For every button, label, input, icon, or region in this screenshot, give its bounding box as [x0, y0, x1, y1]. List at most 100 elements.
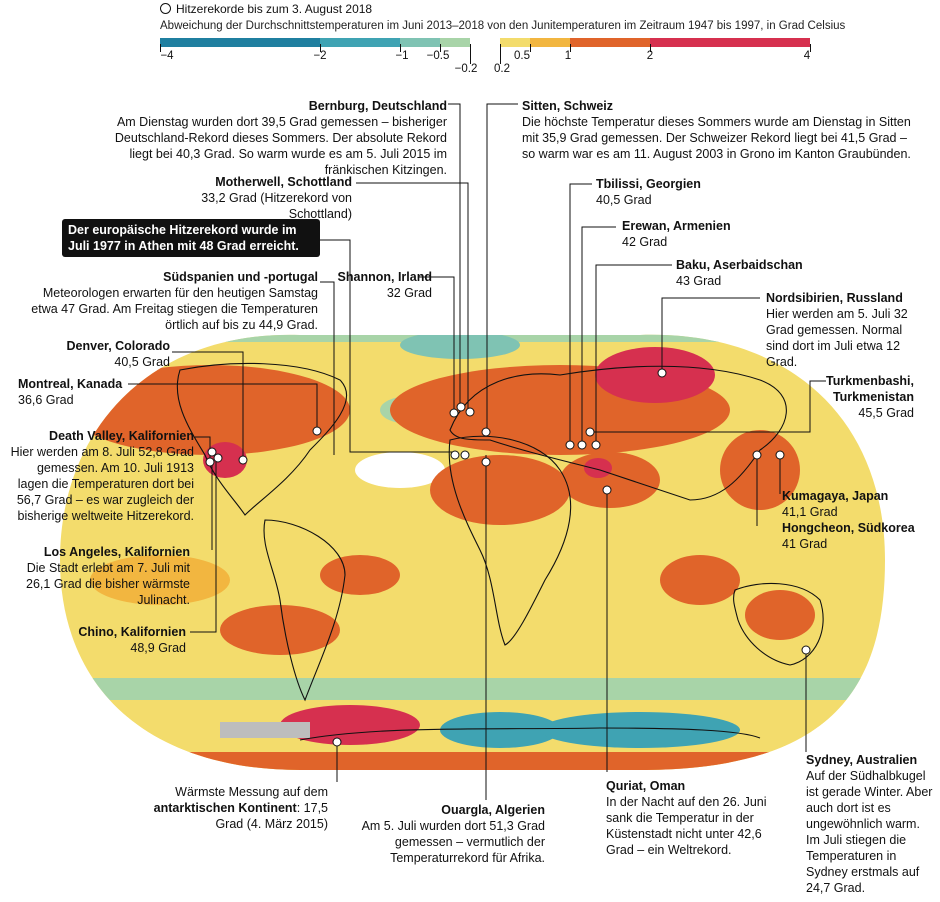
label-deathvalley: Death Valley, Kalifornien Hier werden am…: [10, 429, 194, 523]
marker-ouargla[interactable]: [481, 457, 491, 467]
scale-tick: [570, 44, 571, 52]
south-atlantic-warm: [320, 555, 400, 595]
marker-baku[interactable]: [591, 440, 601, 450]
leader-nordsibirien: [661, 297, 760, 373]
scale-tick-label: 2: [646, 50, 654, 62]
antarctic-cool-1: [440, 712, 560, 748]
marker-suedspanien[interactable]: [450, 450, 460, 460]
scale-tick: [320, 44, 321, 52]
leader-baku: [595, 264, 672, 445]
scale-segment-3: [400, 38, 440, 47]
label-bernburg: Bernburg, Deutschland Am Dienstag wurden…: [114, 99, 447, 177]
leader-shannon: [418, 276, 455, 412]
legend-marker-label: Hitzerekorde bis zum 3. August 2018: [160, 2, 372, 16]
south-america-outline: [263, 519, 346, 702]
marker-motherwell[interactable]: [456, 402, 466, 412]
scale-segment-6: [500, 38, 530, 47]
marker-antarktis[interactable]: [332, 737, 342, 747]
scale-segment-7: [530, 38, 570, 47]
pacific-moderate: [90, 555, 230, 605]
label-sitten: Sitten, Schweiz Die höchste Temperatur d…: [522, 99, 911, 161]
label-montreal: Montreal, Kanada 36,6 Grad: [18, 377, 123, 407]
siberia-hot: [595, 347, 715, 403]
marker-erewan[interactable]: [577, 440, 587, 450]
leader-sitten: [486, 103, 518, 432]
scale-tick-label: −1: [395, 50, 409, 62]
scale-tick-label: −2: [313, 50, 327, 62]
eurasia-outline: [449, 365, 787, 501]
label-erewan: Erewan, Armenien 42 Grad: [622, 219, 731, 249]
marker-losangeles[interactable]: [207, 447, 217, 457]
no-data-area: [220, 722, 310, 738]
label-baku: Baku, Aserbaidschan 43 Grad: [676, 258, 803, 288]
marker-athen[interactable]: [460, 450, 470, 460]
scale-tick: [650, 44, 651, 52]
scale-tick-label: −0.2: [454, 63, 478, 75]
antarctica-outline: [299, 727, 761, 741]
leader-record-box: [310, 239, 455, 453]
australia-outline: [733, 582, 824, 666]
middle-east-warm: [560, 452, 660, 508]
scale-tick-label: −4: [160, 50, 174, 62]
leader-turkmenbashi: [590, 380, 826, 433]
south-pacific-warm: [220, 605, 340, 655]
marker-turkmenbashi[interactable]: [585, 427, 595, 437]
scale-tick-label: −0.5: [426, 50, 450, 62]
label-kumagaya: Kumagaya, Japan 41,1 Grad: [782, 489, 889, 519]
label-chino: Chino, Kalifornien 48,9 Grad: [78, 625, 186, 655]
label-tbilisi: Tbilissi, Georgien 40,5 Grad: [596, 177, 701, 207]
scale-segment-8: [570, 38, 650, 47]
marker-denver[interactable]: [238, 455, 248, 465]
marker-sydney[interactable]: [801, 645, 811, 655]
south-pole-band: [60, 752, 885, 770]
marker-hongcheon[interactable]: [752, 450, 762, 460]
atlantic-neutral: [355, 452, 445, 488]
legend-description: Abweichung der Durchschnittstemperaturen…: [160, 20, 846, 32]
label-nordsibirien: Nordsibirien, Russland Hier werden am 5.…: [766, 291, 908, 369]
marker-montreal[interactable]: [312, 426, 322, 436]
marker-chino[interactable]: [213, 453, 223, 463]
record-marker-icon: [160, 3, 171, 14]
marker-nordsibirien[interactable]: [657, 368, 667, 378]
marker-deathvalley[interactable]: [205, 457, 215, 467]
leader-denver: [172, 351, 244, 460]
marker-tbilisi[interactable]: [565, 440, 575, 450]
leader-chino: [190, 462, 217, 633]
scale-tick: [500, 44, 501, 64]
antarctic-cool-2: [540, 712, 740, 748]
scale-tick-label: 0.5: [514, 50, 530, 62]
marker-kumagaya[interactable]: [775, 450, 785, 460]
north-america-outline: [176, 362, 348, 516]
southern-ocean-band: [60, 678, 885, 700]
label-suedspanien: Südspanien und -portugal Meteorologen er…: [31, 270, 318, 332]
label-quriat: Quriat, Oman In der Nacht auf den 26. Ju…: [606, 779, 767, 857]
leader-erewan: [581, 226, 616, 445]
scale-tick: [160, 44, 161, 52]
scale-segment-4: [440, 38, 470, 47]
marker-sitten[interactable]: [481, 427, 491, 437]
marker-shannon[interactable]: [449, 408, 459, 418]
australia-warm: [745, 590, 815, 640]
scale-segment-9: [650, 38, 810, 47]
leader-bernburg: [448, 103, 461, 412]
leader-suedspanien: [320, 281, 335, 455]
scale-tick: [400, 44, 401, 52]
leader-lines: [128, 103, 826, 800]
label-hongcheon: Hongcheon, Südkorea 41 Grad: [782, 521, 915, 551]
antarctic-peninsula-hot: [280, 705, 420, 745]
marker-quriat[interactable]: [602, 485, 612, 495]
scale-tick: [810, 44, 811, 52]
scale-tick-label: 0.2: [494, 63, 510, 75]
label-antarktis: Wärmste Messung auf dem antarktischen Kon…: [153, 785, 328, 831]
label-shannon: Shannon, Irland 32 Grad: [337, 270, 432, 300]
marker-bernburg[interactable]: [465, 407, 475, 417]
scale-segment-2: [320, 38, 400, 47]
indian-ocean-warm: [660, 555, 740, 605]
scale-tick: [530, 44, 531, 52]
north-africa-warm: [430, 455, 570, 525]
label-motherwell: Motherwell, Schottland 33,2 Grad (Hitzer…: [201, 175, 352, 221]
scale-segment-1: [160, 38, 320, 47]
label-turkmenbashi: Turkmenbashi, Turkmenistan 45,5 Grad: [826, 374, 914, 420]
